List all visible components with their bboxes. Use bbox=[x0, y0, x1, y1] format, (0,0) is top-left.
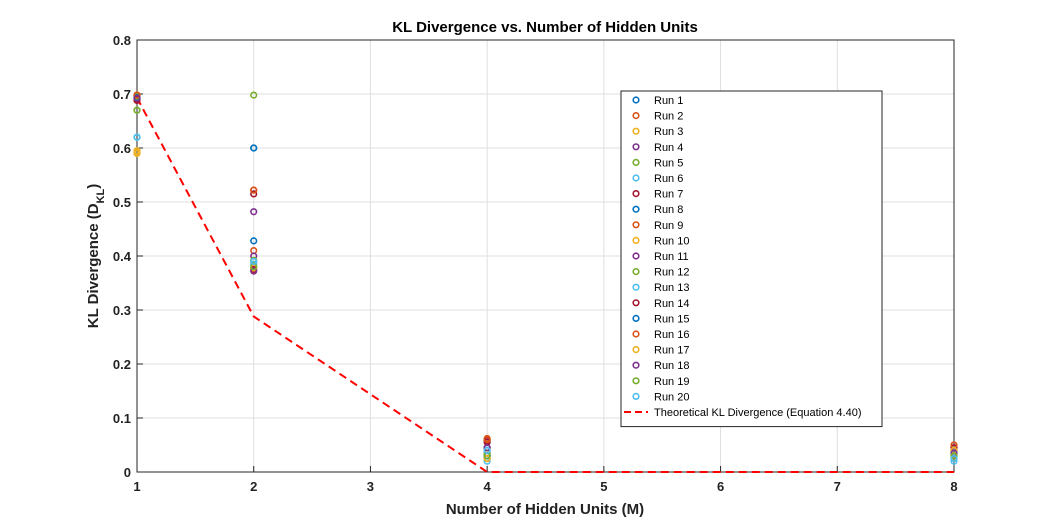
y-tick-label-4: 0.4 bbox=[113, 249, 132, 264]
point-run-19-m-1 bbox=[133, 106, 141, 114]
x-tick-label-5: 6 bbox=[717, 479, 724, 494]
legend-label-run-1: Run 1 bbox=[654, 95, 683, 107]
point-run-18-m-2 bbox=[250, 267, 258, 275]
y-tick-label-6: 0.6 bbox=[113, 141, 131, 156]
x-tick-label-2: 3 bbox=[367, 479, 374, 494]
point-run-18-m-1 bbox=[133, 94, 141, 102]
legend-marker-run-6 bbox=[632, 174, 640, 182]
x-tick-label-4: 5 bbox=[600, 479, 607, 494]
legend-marker-run-5 bbox=[632, 158, 640, 166]
legend-label-run-6: Run 6 bbox=[654, 173, 683, 185]
legend-label-run-20: Run 20 bbox=[654, 391, 689, 403]
legend-label-run-13: Run 13 bbox=[654, 282, 689, 294]
point-run-7-m-2 bbox=[250, 190, 258, 198]
legend-label-run-17: Run 17 bbox=[654, 345, 689, 357]
legend-marker-run-9 bbox=[632, 221, 640, 229]
legend-label-run-8: Run 8 bbox=[654, 204, 683, 216]
x-tick-label-0: 1 bbox=[133, 479, 140, 494]
legend-label-run-16: Run 16 bbox=[654, 329, 689, 341]
x-tick-label-7: 8 bbox=[950, 479, 957, 494]
legend-label-run-11: Run 11 bbox=[654, 251, 689, 263]
theory-line-layer bbox=[136, 97, 954, 473]
point-run-4-m-2 bbox=[250, 208, 258, 216]
point-run-16-m-2 bbox=[250, 186, 258, 194]
legend: Run 1 Run 2 Run 3 Run 4 Run 5 Run 6 Run 7 Run 8… bbox=[620, 90, 883, 428]
legend-label-run-7: Run 7 bbox=[654, 189, 683, 201]
point-run-16-m-1 bbox=[133, 91, 141, 99]
legend-label-run-10: Run 10 bbox=[654, 235, 689, 247]
legend-marker-run-16 bbox=[632, 330, 640, 338]
legend-marker-run-8 bbox=[632, 205, 640, 213]
legend-marker-run-12 bbox=[632, 268, 640, 276]
y-tick-label-2: 0.2 bbox=[113, 357, 131, 372]
y-tick-label-0: 0 bbox=[124, 465, 131, 480]
legend-label-run-14: Run 14 bbox=[654, 298, 689, 310]
point-run-20-m-4 bbox=[483, 446, 491, 455]
y-tick-label-3: 0.3 bbox=[113, 303, 131, 318]
point-run-17-m-1 bbox=[133, 148, 141, 156]
x-tick-label-3: 4 bbox=[484, 479, 492, 494]
legend-marker-run-1 bbox=[632, 96, 640, 104]
theory-line bbox=[136, 97, 954, 473]
point-run-16-m-4 bbox=[483, 436, 491, 444]
legend-marker-run-15 bbox=[632, 314, 640, 323]
point-run-20-m-1 bbox=[133, 133, 141, 141]
y-tick-label-1: 0.1 bbox=[113, 411, 131, 426]
legend-marker-run-11 bbox=[632, 252, 640, 260]
y-tick-label-7: 0.7 bbox=[113, 87, 131, 102]
point-run-18-m-4 bbox=[483, 444, 491, 452]
legend-box bbox=[620, 90, 883, 428]
legend-marker-run-7 bbox=[632, 190, 640, 198]
legend-label-run-15: Run 15 bbox=[654, 313, 689, 325]
point-run-20-m-8 bbox=[950, 454, 958, 463]
legend-label-theory: Theoretical KL Divergence (Equation 4.40… bbox=[654, 407, 862, 419]
legend-marker-run-14 bbox=[632, 299, 640, 307]
x-axis-label: Number of Hidden Units (M) bbox=[446, 501, 644, 518]
x-tick-label-6: 7 bbox=[834, 479, 841, 494]
legend-marker-run-20 bbox=[632, 392, 640, 401]
y-tick-label-8: 0.8 bbox=[113, 33, 131, 48]
point-run-8-m-2 bbox=[250, 237, 258, 245]
y-axis-label-close: ) bbox=[85, 184, 102, 189]
y-axis-label-subscript: KL bbox=[95, 189, 107, 204]
legend-label-run-2: Run 2 bbox=[654, 111, 683, 123]
data-points bbox=[133, 91, 958, 465]
legend-label-run-5: Run 5 bbox=[654, 157, 683, 169]
point-run-15-m-2 bbox=[250, 144, 258, 152]
legend-label-run-4: Run 4 bbox=[654, 142, 683, 154]
point-run-17-m-4 bbox=[483, 454, 491, 463]
y-axis-label-main: KL Divergence (D bbox=[85, 203, 102, 328]
legend-label-run-18: Run 18 bbox=[654, 360, 689, 372]
y-axis-label: KL Divergence (DKL) bbox=[85, 184, 107, 328]
legend-marker-run-19 bbox=[632, 377, 640, 385]
axis-ticks: 1 2 3 4 5 6 7 8 0 0.1 0.2 0.3 0.4 0.5 0.6 0.7 0.8 bbox=[113, 33, 958, 494]
y-tick-label-5: 0.5 bbox=[113, 195, 131, 210]
legend-label-run-3: Run 3 bbox=[654, 126, 683, 138]
point-run-5-m-2 bbox=[250, 91, 258, 99]
point-run-20-m-2 bbox=[250, 257, 258, 266]
x-tick-label-1: 2 bbox=[250, 479, 257, 494]
legend-marker-run-2 bbox=[632, 111, 640, 120]
legend-marker-run-3 bbox=[632, 127, 640, 135]
legend-label-run-12: Run 12 bbox=[654, 267, 689, 279]
legend-label-run-9: Run 9 bbox=[654, 220, 683, 232]
point-run-19-m-8 bbox=[950, 452, 958, 460]
legend-label-run-19: Run 19 bbox=[654, 376, 689, 388]
legend-marker-run-17 bbox=[632, 346, 640, 354]
legend-marker-run-4 bbox=[632, 143, 640, 151]
legend-marker-run-10 bbox=[632, 236, 640, 244]
legend-marker-run-18 bbox=[632, 361, 640, 369]
chart-title: KL Divergence vs. Number of Hidden Units bbox=[392, 19, 698, 36]
legend-marker-run-13 bbox=[632, 283, 640, 291]
